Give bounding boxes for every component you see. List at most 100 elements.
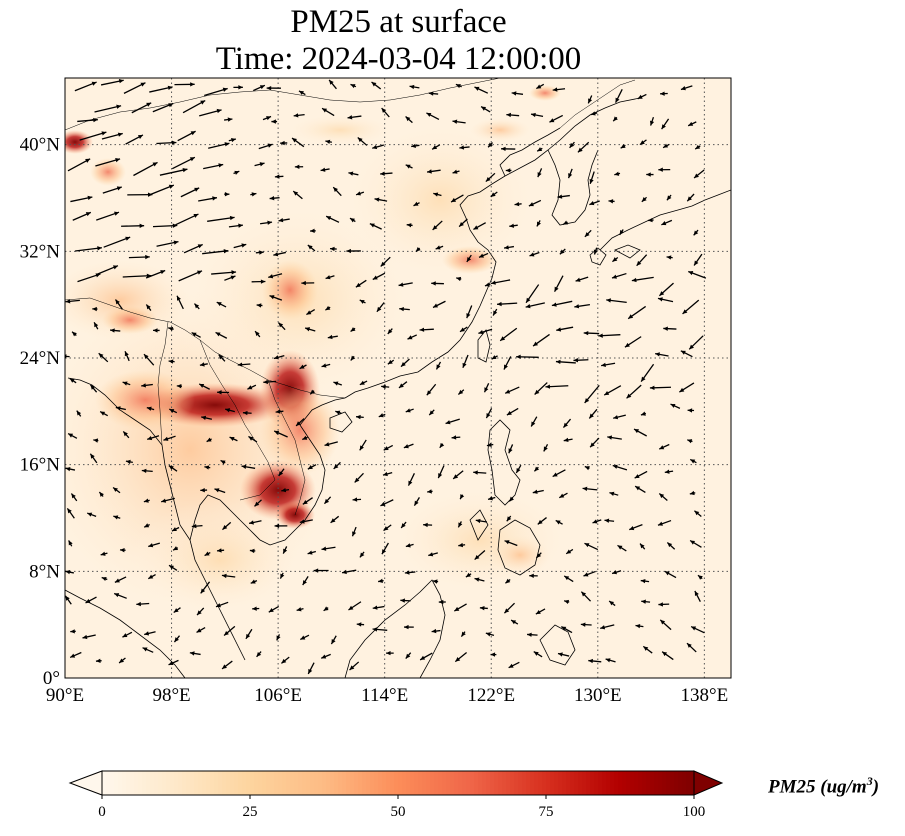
wind-vector-head — [76, 410, 82, 416]
wind-vector-head — [171, 527, 177, 532]
wind-vector-head — [614, 171, 620, 176]
wind-vector-head — [296, 607, 302, 612]
wind-vector-head — [566, 549, 572, 554]
wind-vector-head — [67, 508, 72, 514]
wind-vector-head — [543, 446, 548, 452]
wind-vector-head — [426, 390, 432, 396]
wind-vector-head — [593, 249, 598, 255]
wind-vector-shaft — [207, 216, 235, 222]
wind-vector-head — [552, 472, 558, 477]
wind-vector-head — [160, 270, 166, 275]
wind-vector-head — [484, 387, 489, 393]
wind-vector-head — [488, 142, 493, 148]
wind-vector-head — [479, 253, 485, 258]
pm25-hotspot-sichuan — [262, 260, 318, 320]
wind-vector-head — [237, 362, 243, 367]
wind-vector-head — [664, 469, 670, 474]
wind-vector-head — [624, 342, 630, 348]
wind-vector-head — [256, 303, 262, 308]
wind-vector-head — [324, 498, 330, 504]
wind-vector-head — [532, 489, 538, 494]
wind-vector-head — [511, 620, 517, 625]
colorbar-segment — [370, 771, 375, 795]
wind-vector-head — [212, 196, 217, 201]
wind-vector-head — [575, 277, 581, 282]
wind-vector-head — [501, 146, 506, 152]
wind-vector-head — [486, 413, 491, 419]
wind-vector-head — [266, 116, 272, 121]
y-tick-label: 0° — [43, 668, 60, 689]
wind-vector-head — [144, 523, 150, 528]
wind-vector-head — [661, 221, 667, 226]
wind-vector-head — [664, 571, 670, 576]
wind-vector-head — [266, 85, 272, 91]
wind-vector-head — [173, 546, 179, 551]
colorbar-segment — [306, 771, 311, 795]
wind-vector-head — [321, 363, 327, 368]
wind-vector-head — [635, 486, 641, 491]
wind-vector-head — [307, 465, 313, 470]
wind-vector-head — [607, 435, 613, 440]
wind-vector-head — [436, 364, 441, 370]
wind-vector-head — [333, 464, 339, 469]
wind-vector-head — [509, 223, 515, 228]
wind-vector-head — [193, 213, 199, 218]
wind-vector-head — [398, 383, 404, 388]
wind-vector-head — [87, 512, 93, 517]
wind-vector-head — [500, 336, 506, 341]
wind-vector-head — [324, 442, 330, 447]
colorbar-segment — [666, 771, 671, 795]
colorbar-segment — [326, 771, 331, 795]
coastline-vietnam — [239, 397, 346, 546]
colorbar-segment — [302, 771, 307, 795]
wind-vector-head — [561, 626, 567, 631]
wind-vector-head — [269, 196, 275, 201]
wind-vector-head — [527, 632, 532, 637]
wind-vector-head — [680, 86, 686, 91]
colorbar-segment — [402, 771, 407, 795]
pm25-hotspot-myanmar — [95, 370, 195, 430]
wind-vector-head — [119, 658, 125, 663]
wind-vector-head — [459, 327, 465, 332]
colorbar-segment — [246, 771, 251, 795]
wind-vector-head — [609, 491, 615, 496]
wind-vector-head — [613, 415, 619, 420]
colorbar-segment — [158, 771, 163, 795]
wind-vector-head — [431, 281, 436, 286]
wind-vector-head — [580, 622, 586, 627]
colorbar-segment — [490, 771, 495, 795]
colorbar-segment — [430, 771, 435, 795]
wind-vector-head — [533, 651, 539, 656]
wind-vector-head — [400, 362, 406, 367]
wind-vector-head — [381, 549, 387, 555]
wind-vector-head — [93, 117, 98, 123]
wind-vector-head — [382, 471, 388, 477]
wind-vector-head — [141, 383, 146, 388]
wind-vector-shaft — [133, 161, 158, 177]
colorbar-segment — [610, 771, 615, 795]
wind-vector-head — [267, 143, 273, 148]
wind-vector-head — [640, 411, 646, 416]
colorbar-segment — [686, 771, 691, 795]
colorbar-segment — [566, 771, 571, 795]
wind-vector-head — [94, 322, 99, 328]
wind-vector-head — [516, 354, 521, 360]
border-myanmar-east — [157, 321, 169, 446]
wind-vector-head — [176, 295, 181, 301]
wind-vector-head — [490, 652, 496, 657]
colorbar-segment — [670, 771, 675, 795]
wind-vector-head — [124, 351, 129, 357]
wind-vector-head — [584, 398, 590, 403]
colorbar-segment — [230, 771, 235, 795]
colorbar-segment — [614, 771, 619, 795]
wind-vector-head — [427, 489, 432, 494]
wind-vector-head — [473, 225, 479, 230]
wind-vector-head — [299, 364, 305, 369]
colorbar-segment — [562, 771, 567, 795]
wind-vector-head — [556, 327, 562, 332]
wind-vector-head — [69, 378, 75, 383]
wind-vector-head — [398, 282, 404, 287]
wind-vector-head — [85, 158, 91, 163]
wind-vector-head — [168, 465, 174, 470]
colorbar-segment — [446, 771, 451, 795]
